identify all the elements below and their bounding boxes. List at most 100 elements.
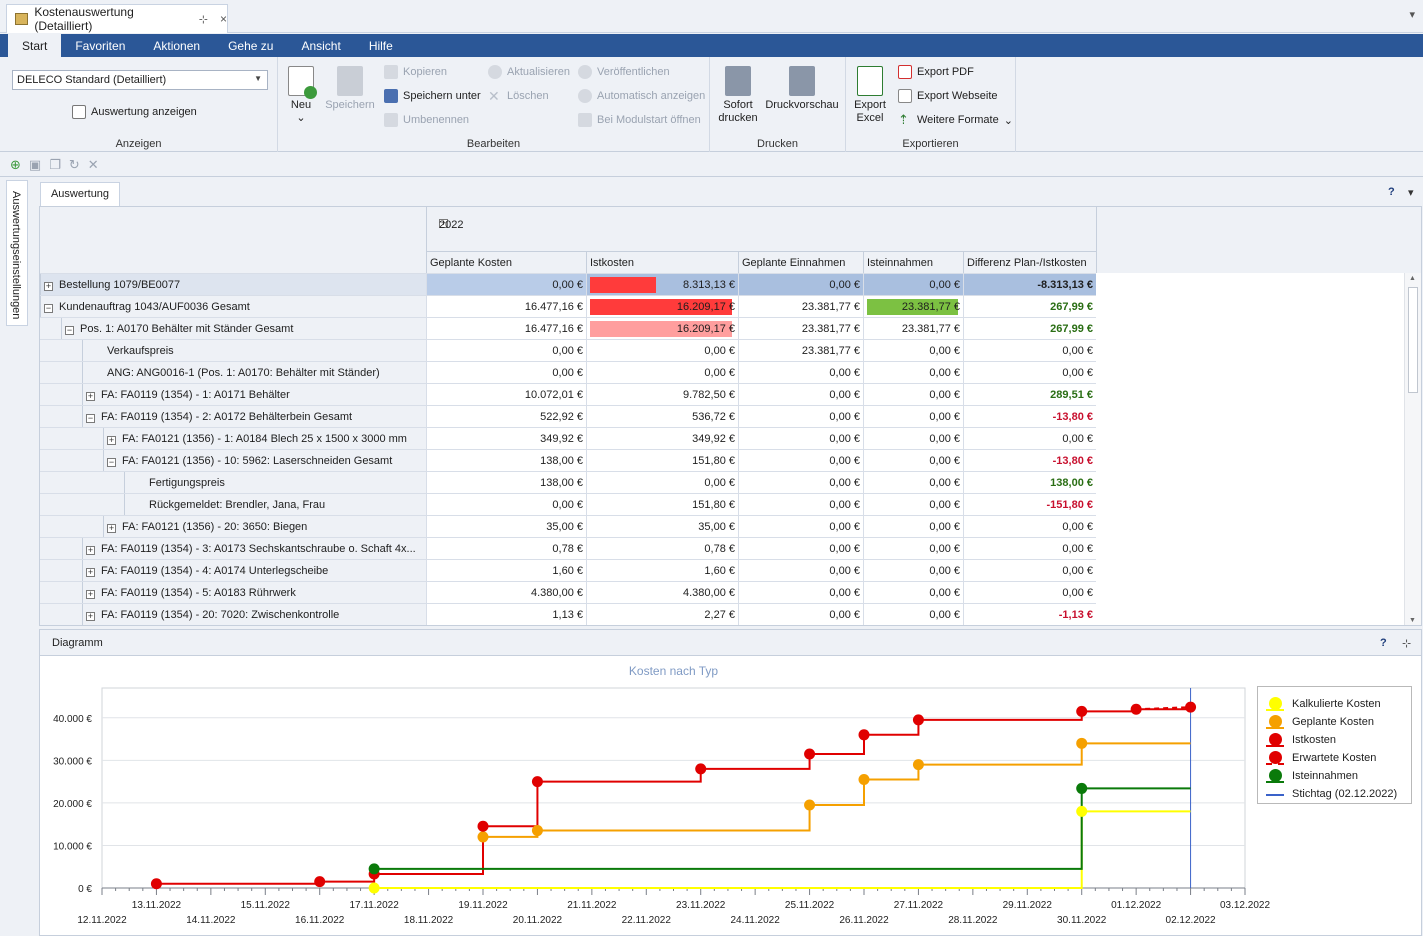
table-cell[interactable]: 4.380,00 € (426, 582, 586, 604)
column-header[interactable]: Istkosten (586, 251, 738, 273)
table-cell[interactable]: 0,00 € (738, 406, 863, 428)
collapse-icon[interactable]: − (44, 303, 53, 313)
table-row[interactable]: Rückgemeldet: Brendler, Jana, Frau 0,00 €… (40, 493, 1096, 516)
save-button[interactable]: Speichern (324, 66, 376, 112)
row-label[interactable]: − FA: FA0121 (1356) - 10: 5962: Laserschn… (103, 450, 426, 472)
row-label[interactable]: + Bestellung 1079/BE0077 (40, 274, 426, 296)
table-cell[interactable]: 1,60 € (586, 560, 738, 582)
scrollbar-thumb[interactable] (1408, 287, 1418, 393)
add-icon[interactable]: ⊕ (10, 156, 21, 172)
table-cell[interactable]: 0,00 € (738, 494, 863, 516)
side-tab-settings[interactable]: Auswertungseinstellungen (6, 180, 28, 326)
table-cell[interactable]: -8.313,13 € (963, 274, 1096, 296)
expand-icon[interactable]: + (86, 611, 95, 621)
table-cell[interactable]: 16.477,16 € (426, 296, 586, 318)
table-cell[interactable]: 23.381,77 € (738, 296, 863, 318)
table-cell[interactable]: -151,80 € (963, 494, 1096, 516)
table-cell[interactable]: 0,00 € (863, 384, 963, 406)
table-cell[interactable]: 16.209,17 € (586, 296, 738, 318)
table-cell[interactable]: 0,00 € (863, 494, 963, 516)
help-icon[interactable]: ? (1388, 186, 1395, 198)
table-cell[interactable]: 0,00 € (863, 340, 963, 362)
row-label[interactable]: + FA: FA0121 (1356) - 1: A0184 Blech 25 x… (103, 428, 426, 450)
table-row[interactable]: + FA: FA0121 (1356) - 20: 3650: Biegen 35,… (40, 515, 1096, 538)
row-label[interactable]: Verkaufspreis (82, 340, 426, 362)
chevron-down-icon[interactable]: ▾ (1408, 187, 1414, 199)
table-cell[interactable]: -13,80 € (963, 450, 1096, 472)
table-cell[interactable]: 0,00 € (863, 538, 963, 560)
column-header[interactable]: Geplante Einnahmen (738, 251, 863, 273)
row-label[interactable]: − FA: FA0119 (1354) - 2: A0172 Behälterbe… (82, 406, 426, 428)
collapse-icon[interactable]: − (65, 325, 74, 335)
expand-icon[interactable]: + (86, 567, 95, 577)
export-pdf-button[interactable]: Export PDF (898, 65, 974, 79)
expand-icon[interactable]: + (107, 523, 116, 533)
table-cell[interactable]: 9.782,50 € (586, 384, 738, 406)
table-cell[interactable]: -13,80 € (963, 406, 1096, 428)
row-label[interactable]: − Kundenauftrag 1043/AUF0036 Gesamt (40, 296, 426, 318)
expand-icon[interactable]: + (44, 281, 53, 291)
tab-aktionen[interactable]: Aktionen (153, 38, 201, 53)
table-cell[interactable]: 0,00 € (863, 516, 963, 538)
table-cell[interactable]: 1,60 € (426, 560, 586, 582)
table-cell[interactable]: 8.313,13 € (586, 274, 738, 296)
table-cell[interactable]: 0,78 € (426, 538, 586, 560)
table-cell[interactable]: 151,80 € (586, 450, 738, 472)
table-cell[interactable]: 23.381,77 € (863, 296, 963, 318)
table-cell[interactable]: 16.209,17 € (586, 318, 738, 340)
table-cell[interactable]: 0,00 € (426, 340, 586, 362)
table-cell[interactable]: 0,00 € (738, 604, 863, 625)
table-row[interactable]: − FA: FA0121 (1356) - 10: 5962: Laserschn… (40, 449, 1096, 472)
row-label[interactable]: + FA: FA0121 (1356) - 20: 3650: Biegen (103, 516, 426, 538)
table-cell[interactable]: 0,00 € (963, 428, 1096, 450)
table-row[interactable]: − FA: FA0119 (1354) - 2: A0172 Behälterbe… (40, 405, 1096, 428)
table-cell[interactable]: 0,00 € (738, 582, 863, 604)
table-cell[interactable]: 0,78 € (586, 538, 738, 560)
expand-icon[interactable]: + (86, 545, 95, 555)
table-cell[interactable]: 35,00 € (426, 516, 586, 538)
table-cell[interactable]: 522,92 € (426, 406, 586, 428)
table-cell[interactable]: 267,99 € (963, 296, 1096, 318)
table-cell[interactable]: 0,00 € (863, 472, 963, 494)
table-cell[interactable]: 0,00 € (863, 406, 963, 428)
table-cell[interactable]: 2,27 € (586, 604, 738, 625)
table-row[interactable]: + FA: FA0119 (1354) - 20: 7020: Zwischenk… (40, 603, 1096, 625)
table-cell[interactable]: 0,00 € (738, 538, 863, 560)
delete-button[interactable]: ✕ Löschen (488, 89, 549, 103)
table-cell[interactable]: 0,00 € (963, 538, 1096, 560)
export-web-button[interactable]: Export Webseite (898, 89, 998, 103)
tab-ansicht[interactable]: Ansicht (301, 38, 341, 53)
table-cell[interactable]: 0,00 € (863, 450, 963, 472)
table-cell[interactable]: 0,00 € (586, 362, 738, 384)
row-label[interactable]: + FA: FA0119 (1354) - 20: 7020: Zwischenk… (82, 604, 426, 625)
vertical-scrollbar[interactable]: ▲ ▼ (1404, 273, 1421, 625)
layout-select[interactable]: DELECO Standard (Detailliert) ▼ (12, 70, 268, 90)
publish-button[interactable]: Veröffentlichen (578, 65, 670, 79)
table-cell[interactable]: -1,13 € (963, 604, 1096, 625)
table-row[interactable]: − Kundenauftrag 1043/AUF0036 Gesamt 16.477… (40, 295, 1096, 318)
year-header[interactable]: +2022 (426, 207, 1096, 251)
expand-icon[interactable]: + (86, 589, 95, 599)
table-row[interactable]: ANG: ANG0016-1 (Pos. 1: A0170: Behälter … (40, 361, 1096, 384)
table-cell[interactable]: 0,00 € (738, 274, 863, 296)
delete-icon[interactable]: ✕ (87, 156, 99, 172)
table-row[interactable]: + Bestellung 1079/BE0077 0,00 € 8.313,13 € 0… (40, 273, 1096, 296)
collapse-icon[interactable]: − (107, 457, 116, 467)
new-button[interactable]: Neu ⌄ (286, 66, 317, 125)
save-icon[interactable]: ▣ (28, 156, 42, 172)
table-cell[interactable]: 0,00 € (738, 560, 863, 582)
table-cell[interactable]: 23.381,77 € (863, 318, 963, 340)
copy-icon[interactable]: ❐ (49, 156, 61, 172)
table-cell[interactable]: 0,00 € (863, 604, 963, 625)
table-cell[interactable]: 138,00 € (963, 472, 1096, 494)
table-row[interactable]: + FA: FA0119 (1354) - 4: A0174 Unterlegsc… (40, 559, 1096, 582)
scroll-down-icon[interactable]: ▼ (1409, 617, 1416, 624)
table-cell[interactable]: 0,00 € (863, 582, 963, 604)
auto-show-button[interactable]: Automatisch anzeigen (578, 89, 705, 103)
table-cell[interactable]: 0,00 € (738, 428, 863, 450)
table-row[interactable]: Fertigungspreis 138,00 € 0,00 € 0,00 € 0,00 … (40, 471, 1096, 494)
tab-auswertung[interactable]: Auswertung (40, 182, 120, 206)
tab-gehe-zu[interactable]: Gehe zu (228, 38, 274, 53)
table-cell[interactable]: 23.381,77 € (738, 318, 863, 340)
save-as-button[interactable]: Speichern unter (384, 89, 481, 103)
